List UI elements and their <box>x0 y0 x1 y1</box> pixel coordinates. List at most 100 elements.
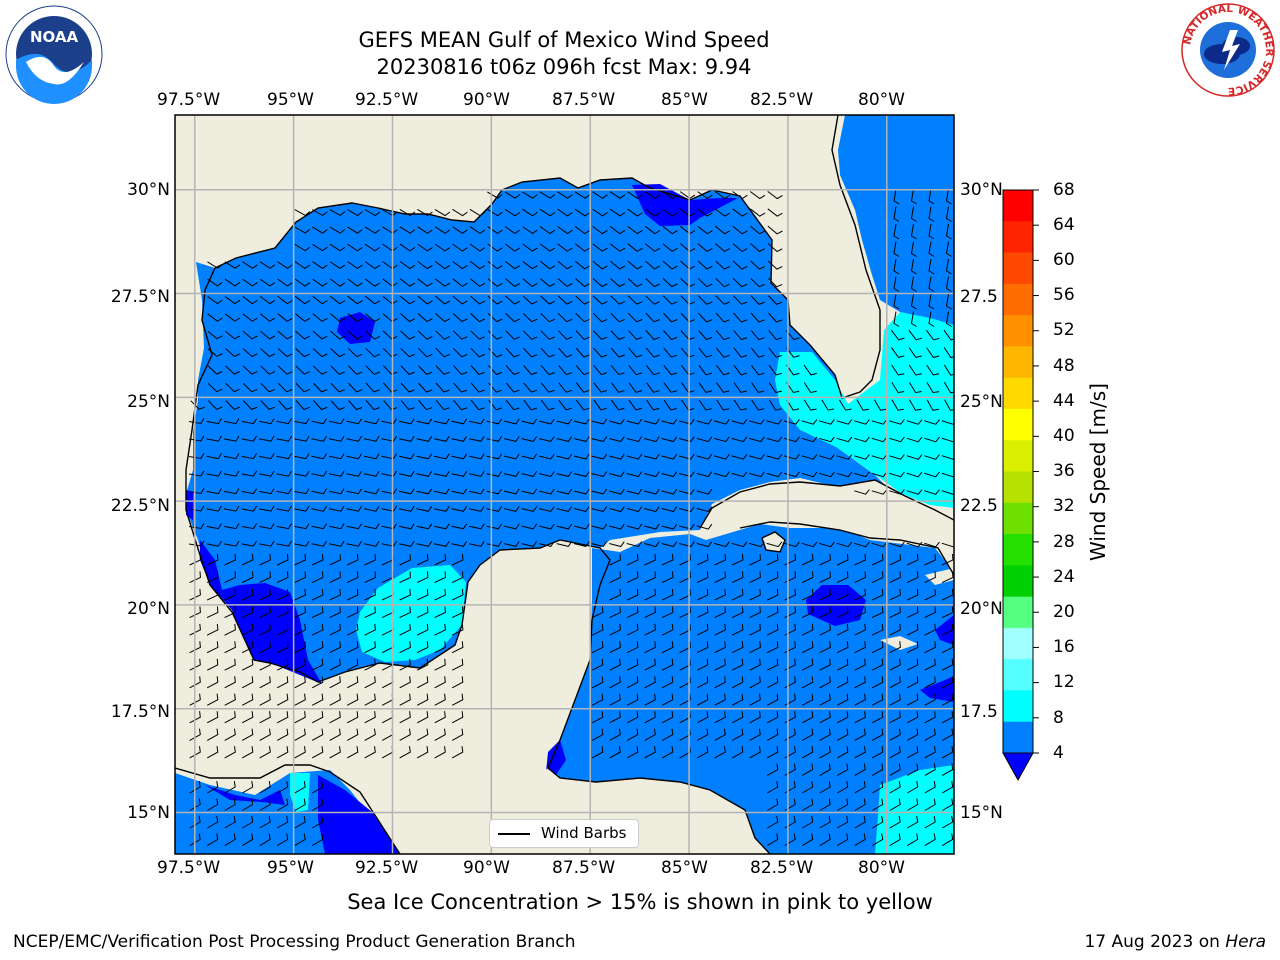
wind-barb <box>696 676 709 689</box>
wind-barb <box>871 454 888 460</box>
wind-barb <box>766 623 779 636</box>
wind-barb <box>871 541 888 548</box>
wind-barb <box>207 382 223 393</box>
wind-barb <box>206 453 222 460</box>
wind-barb <box>767 225 783 235</box>
wind-barb <box>276 435 293 442</box>
wind-barb <box>452 295 468 305</box>
wind-barb <box>556 418 573 425</box>
wind-barb <box>733 399 747 411</box>
wind-barb <box>277 278 293 287</box>
wind-barb <box>819 833 831 847</box>
wind-barb <box>505 278 521 288</box>
wind-barb <box>208 400 223 410</box>
wind-barb <box>207 781 219 794</box>
wind-barb <box>749 676 761 689</box>
wind-barb <box>889 641 901 654</box>
colorbar-segment <box>1003 690 1033 723</box>
wind-barb <box>591 658 604 671</box>
wind-barb <box>400 382 415 393</box>
wind-barb <box>731 471 748 478</box>
wind-barb <box>891 364 905 376</box>
wind-barb <box>468 523 485 530</box>
wind-barb <box>451 641 464 654</box>
wind-barb <box>381 453 398 460</box>
wind-barb <box>696 453 713 460</box>
wind-barb <box>731 728 744 741</box>
wind-barb <box>556 471 573 477</box>
wind-barb <box>801 623 814 636</box>
wind-barb <box>313 382 328 393</box>
wind-barb <box>626 711 639 724</box>
wind-barb <box>311 711 324 724</box>
wind-barb <box>330 348 346 358</box>
wind-barb <box>591 541 608 547</box>
wind-barb <box>329 623 341 636</box>
wind-barb <box>609 658 621 671</box>
wind-barb <box>786 364 800 376</box>
wind-barb <box>433 541 450 547</box>
wind-barb <box>679 641 691 654</box>
wind-barb <box>452 313 468 323</box>
wind-barb <box>714 471 730 478</box>
wind-barb <box>854 541 870 548</box>
wind-barb <box>276 453 293 460</box>
wind-barb <box>731 746 744 759</box>
colorbar-tick: 64 <box>1053 215 1075 235</box>
wind-barb <box>558 347 573 358</box>
wind-barb <box>311 623 324 636</box>
wind-barb <box>679 418 695 425</box>
wind-barb <box>945 276 952 292</box>
lon-label-bottom: 82.5°W <box>750 858 814 878</box>
wind-barb <box>416 711 429 724</box>
wind-barb <box>626 471 643 478</box>
wind-barb <box>189 798 201 811</box>
colorbar-extend-arrow <box>1002 752 1034 782</box>
wind-barb <box>329 693 341 706</box>
wind-barb <box>189 641 201 654</box>
wind-barb <box>277 261 293 269</box>
wind-barb <box>609 588 621 601</box>
wind-barb <box>433 418 450 425</box>
wind-barb <box>662 225 678 235</box>
wind-barb <box>259 815 271 829</box>
wind-barb <box>926 364 940 376</box>
wind-barb <box>819 781 831 794</box>
wind-barb <box>259 588 271 601</box>
wind-barb <box>346 453 363 460</box>
wind-barb <box>924 798 936 811</box>
wind-barb <box>889 436 905 443</box>
wind-barb <box>575 347 590 358</box>
lon-label-top: 92.5°W <box>355 90 419 110</box>
wind-barb <box>628 347 643 358</box>
colorbar-segment <box>1003 408 1033 441</box>
lat-label-right: 17.5 <box>960 702 998 722</box>
wind-barb <box>767 243 783 253</box>
wind-barb <box>259 781 271 794</box>
wind-barb <box>189 418 205 425</box>
wind-barb <box>398 435 415 442</box>
wind-barb <box>189 658 201 671</box>
colorbar-tick: 40 <box>1053 426 1075 446</box>
wind-barb <box>329 540 345 547</box>
wind-barb <box>276 728 289 741</box>
wind-barb <box>871 693 884 706</box>
wind-barb <box>715 312 730 323</box>
wind-barb <box>646 382 660 393</box>
lat-label-left: 25°N <box>127 392 170 412</box>
wind-barb <box>206 623 219 636</box>
wind-barb <box>942 833 954 847</box>
wind-barb <box>557 260 573 270</box>
wind-barb <box>294 676 306 689</box>
wind-barb <box>889 676 901 689</box>
wind-barb <box>663 312 678 323</box>
wind-barb <box>715 347 730 358</box>
wind-barb <box>434 208 451 217</box>
wind-barb <box>836 419 853 425</box>
wind-barb <box>766 658 779 671</box>
run-date: 17 Aug 2023 on Hera <box>1084 932 1266 952</box>
wind-barb <box>259 833 271 847</box>
wind-barb <box>311 746 324 759</box>
wind-barb <box>294 295 311 305</box>
wind-barb <box>871 436 888 443</box>
